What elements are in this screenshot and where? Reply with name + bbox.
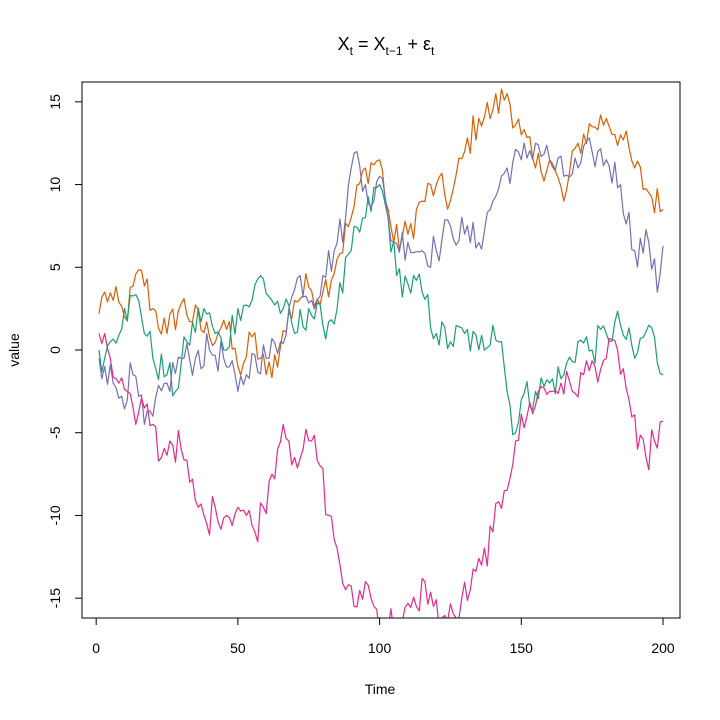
series-group — [98, 88, 664, 618]
title-sub-t: t — [350, 44, 354, 58]
series-line-2 — [98, 184, 664, 436]
title-x: X — [338, 34, 350, 54]
y-tick-label: -10 — [47, 505, 63, 525]
series-line-3 — [98, 137, 664, 425]
y-tick-label: -5 — [47, 426, 63, 439]
y-tick-label: 5 — [47, 263, 63, 271]
title-plus-eps: + ε — [403, 34, 432, 54]
x-axis: 0 50 100 150 200 — [92, 617, 675, 656]
y-tick-label: -15 — [47, 588, 63, 608]
y-axis: -15 -10 -5 0 5 10 15 — [47, 94, 83, 608]
chart-title: Xt = Xt−1 + εt — [338, 34, 435, 58]
title-eq: = X — [353, 34, 386, 54]
plot-frame — [81, 81, 681, 619]
x-tick-label: 100 — [368, 640, 392, 656]
x-tick-label: 200 — [651, 640, 675, 656]
x-tick-label: 150 — [510, 640, 534, 656]
y-axis-title: value — [6, 333, 22, 367]
x-tick-label: 50 — [230, 640, 246, 656]
y-tick-label: 0 — [47, 346, 63, 354]
series-line-4 — [98, 332, 664, 618]
y-tick-label: 10 — [47, 177, 63, 193]
x-tick-label: 0 — [92, 640, 100, 656]
title-sub-e: t — [431, 44, 435, 58]
x-axis-title: Time — [365, 681, 396, 697]
y-tick-label: 15 — [47, 94, 63, 110]
title-sub-t1: t−1 — [385, 44, 402, 58]
series-line-1 — [98, 88, 664, 379]
